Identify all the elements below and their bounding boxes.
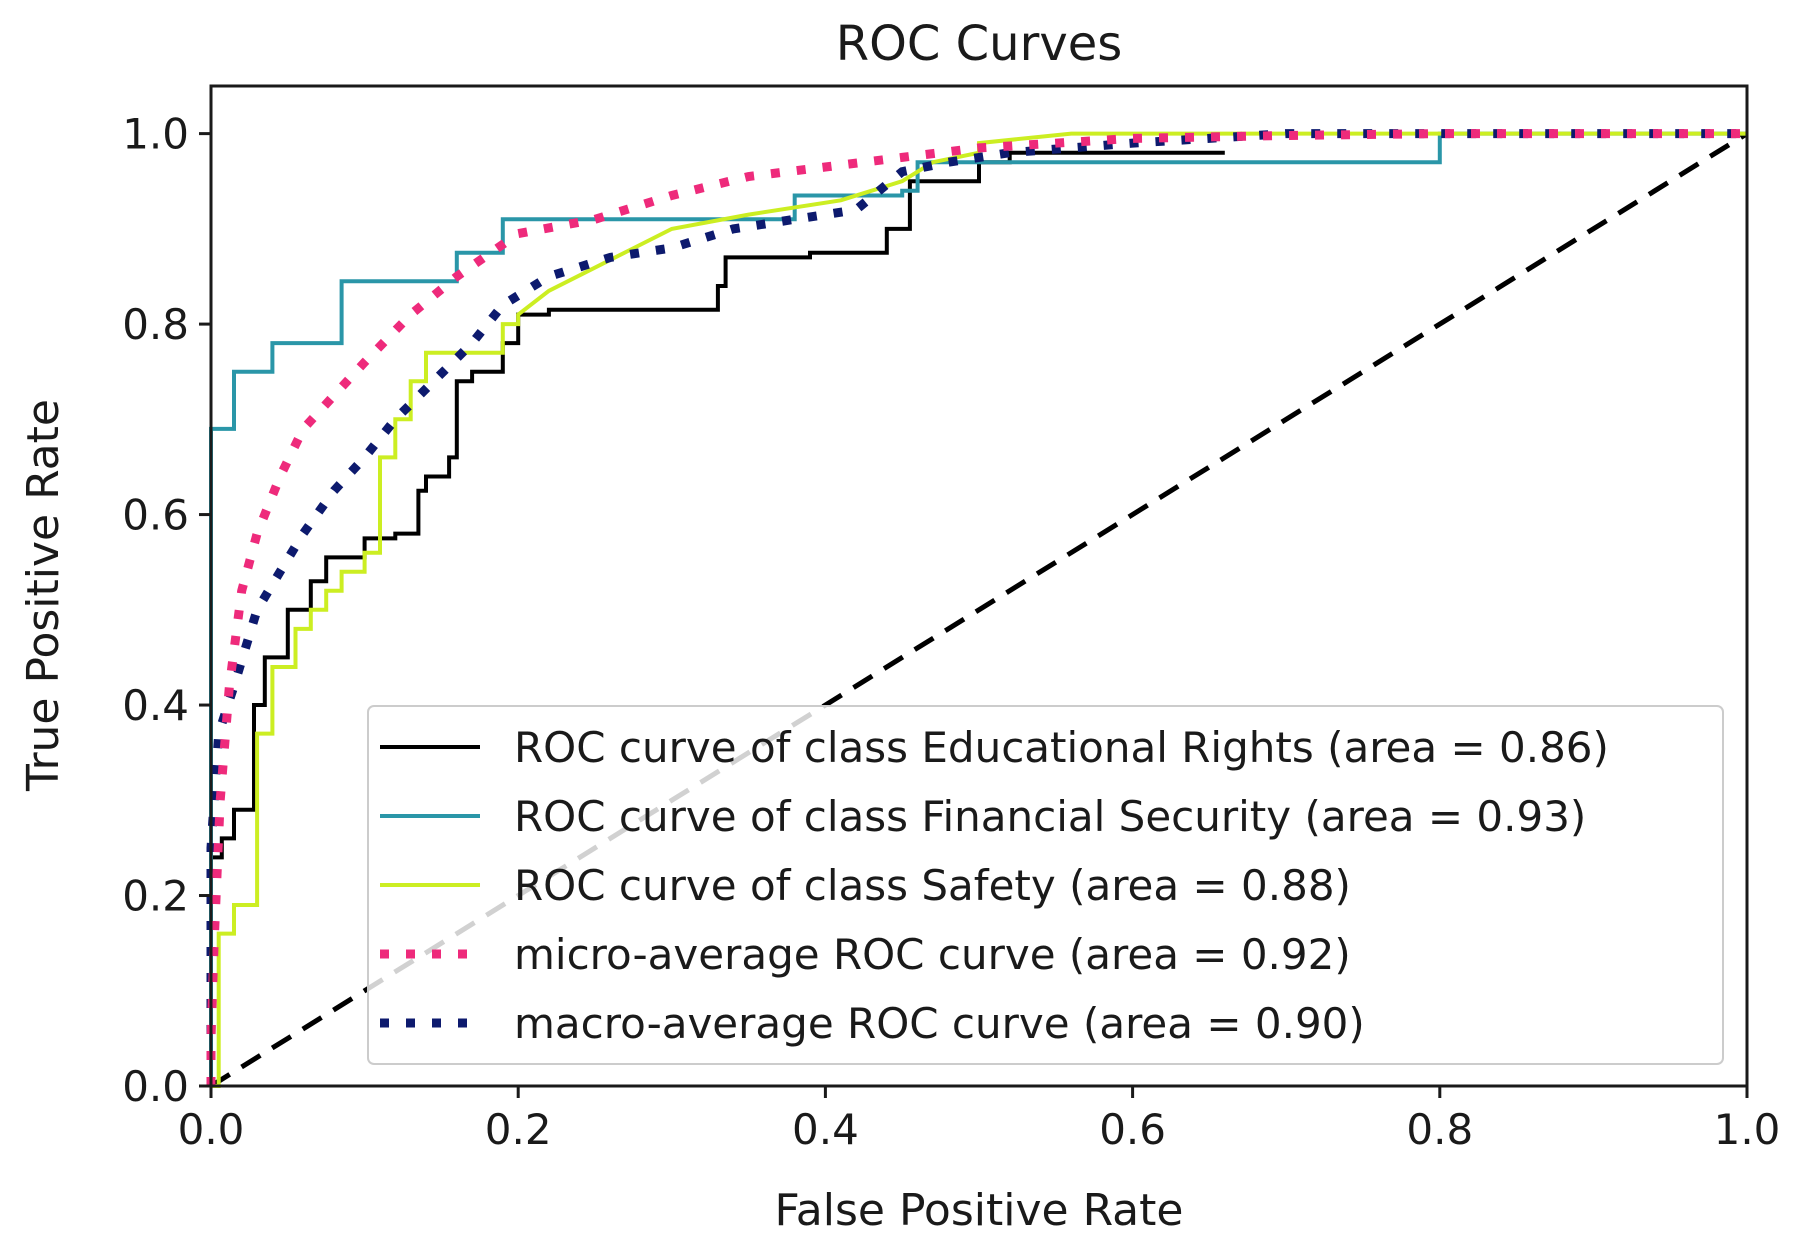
y-axis-ticks: 0.0 0.2 0.4 0.6 0.8 1.0 (122, 110, 211, 1111)
x-axis-ticks: 0.0 0.2 0.4 0.6 0.8 1.0 (178, 1086, 1781, 1154)
y-axis-label: True Positive Rate (18, 399, 69, 792)
series-line-micro (206, 129, 1747, 1086)
chart-title: ROC Curves (836, 16, 1123, 72)
y-tick-label: 1.0 (122, 110, 189, 159)
legend-label-safety: ROC curve of class Safety (area = 0.88) (514, 861, 1351, 910)
y-tick-label: 0.2 (122, 872, 189, 921)
series-line-macro (206, 129, 1747, 1086)
x-tick-label: 1.0 (1714, 1105, 1781, 1154)
x-tick-label: 0.8 (1406, 1105, 1473, 1154)
plot-frame (209, 84, 1749, 1088)
legend: ROC curve of class Educational Rights (a… (367, 705, 1724, 1065)
series-line-educational (209, 150, 1225, 1086)
x-tick-label: 0.6 (1099, 1105, 1166, 1154)
y-tick-label: 0.6 (122, 491, 189, 540)
x-tick-label: 0.4 (792, 1105, 859, 1154)
x-tick-label: 0.2 (485, 1105, 552, 1154)
series-line-safety (211, 131, 1747, 1088)
legend-box (367, 705, 1724, 1065)
y-tick-label: 0.0 (122, 1062, 189, 1111)
x-tick-label: 0.0 (178, 1105, 245, 1154)
x-axis-label: False Positive Rate (775, 1185, 1184, 1236)
legend-label-micro: micro-average ROC curve (area = 0.92) (514, 930, 1351, 979)
legend-label-educational: ROC curve of class Educational Rights (a… (514, 723, 1609, 772)
legend-label-macro: macro-average ROC curve (area = 0.90) (514, 999, 1365, 1048)
legend-label-financial: ROC curve of class Financial Security (a… (514, 792, 1586, 841)
y-tick-label: 0.4 (122, 681, 189, 730)
y-tick-label: 0.8 (122, 300, 189, 349)
